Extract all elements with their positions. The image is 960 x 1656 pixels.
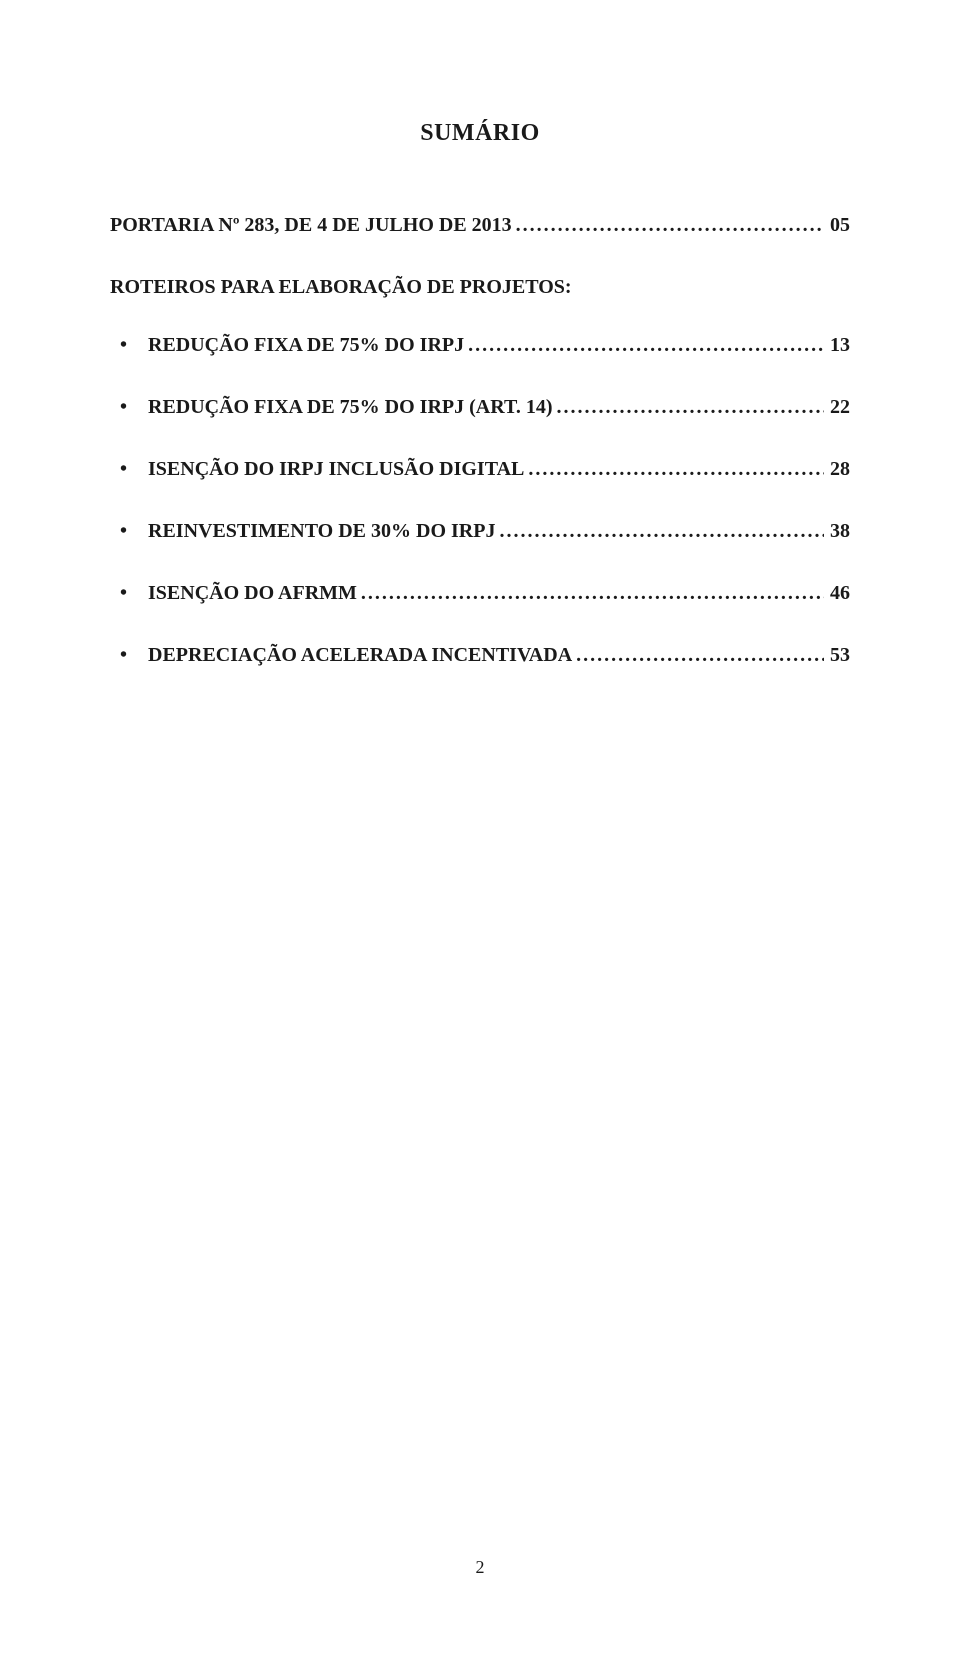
toc-leader: ........................................… xyxy=(552,393,824,421)
toc-page-number: 38 xyxy=(824,517,850,545)
toc-page-number: 28 xyxy=(824,455,850,483)
toc-entry: REINVESTIMENTO DE 30% DO IRPJ ..........… xyxy=(120,517,850,545)
toc-section-header: ROTEIROS PARA ELABORAÇÃO DE PROJETOS: xyxy=(110,273,850,301)
toc-page-number: 13 xyxy=(824,331,850,359)
toc-label: REDUÇÃO FIXA DE 75% DO IRPJ xyxy=(120,331,464,359)
toc-leader: ........................................… xyxy=(357,579,824,607)
toc-label: ISENÇÃO DO AFRMM xyxy=(120,579,357,607)
toc-entry: ISENÇÃO DO AFRMM .......................… xyxy=(120,579,850,607)
toc-entry: REDUÇÃO FIXA DE 75% DO IRPJ ............… xyxy=(120,331,850,359)
toc-entry-portaria: PORTARIA Nº 283, DE 4 DE JULHO DE 2013 .… xyxy=(110,211,850,239)
toc-page-number: 22 xyxy=(824,393,850,421)
toc-leader: ........................................… xyxy=(495,517,824,545)
page-title: SUMÁRIO xyxy=(110,120,850,147)
footer-page-number: 2 xyxy=(476,1557,485,1577)
toc-bullet-list: REDUÇÃO FIXA DE 75% DO IRPJ ............… xyxy=(110,331,850,669)
toc-entry: ISENÇÃO DO IRPJ INCLUSÃO DIGITAL .......… xyxy=(120,455,850,483)
toc-page-number: 53 xyxy=(824,641,850,669)
page-footer: 2 xyxy=(0,1557,960,1578)
toc-entry: DEPRECIAÇÃO ACELERADA INCENTIVADA ......… xyxy=(120,641,850,669)
document-page: SUMÁRIO PORTARIA Nº 283, DE 4 DE JULHO D… xyxy=(0,0,960,1656)
toc-page-number: 05 xyxy=(824,211,850,239)
toc-label: PORTARIA Nº 283, DE 4 DE JULHO DE 2013 xyxy=(110,211,512,239)
toc-label: ROTEIROS PARA ELABORAÇÃO DE PROJETOS: xyxy=(110,273,572,301)
toc-leader: ........................................… xyxy=(464,331,824,359)
toc-label: ISENÇÃO DO IRPJ INCLUSÃO DIGITAL xyxy=(120,455,524,483)
toc-leader: ........................................… xyxy=(512,211,824,239)
toc-leader: ........................................… xyxy=(524,455,824,483)
toc-label: REINVESTIMENTO DE 30% DO IRPJ xyxy=(120,517,495,545)
toc-page-number: 46 xyxy=(824,579,850,607)
toc-label: DEPRECIAÇÃO ACELERADA INCENTIVADA xyxy=(120,641,572,669)
toc-label: REDUÇÃO FIXA DE 75% DO IRPJ (ART. 14) xyxy=(120,393,552,421)
toc-leader: ........................................… xyxy=(572,641,824,669)
toc-entry: REDUÇÃO FIXA DE 75% DO IRPJ (ART. 14) ..… xyxy=(120,393,850,421)
